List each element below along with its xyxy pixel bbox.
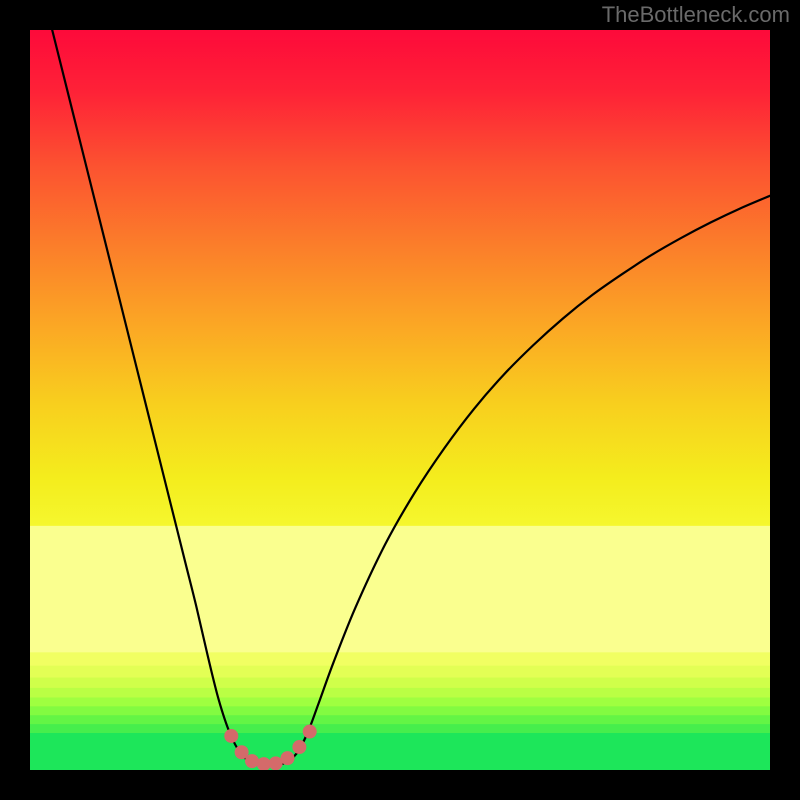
marker-dot [293,741,306,754]
plot-area [30,30,770,770]
marker-dot [257,758,270,770]
marker-dot [281,752,294,765]
marker-dot [303,725,316,738]
marker-dot [235,746,248,759]
marker-dot [225,729,238,742]
marker-dot [246,755,259,768]
bottleneck-curve-chart [30,30,770,770]
marker-dot [269,757,282,770]
chart-container: TheBottleneck.com [0,0,800,800]
watermark-label: TheBottleneck.com [602,2,790,28]
chart-background [30,30,770,770]
